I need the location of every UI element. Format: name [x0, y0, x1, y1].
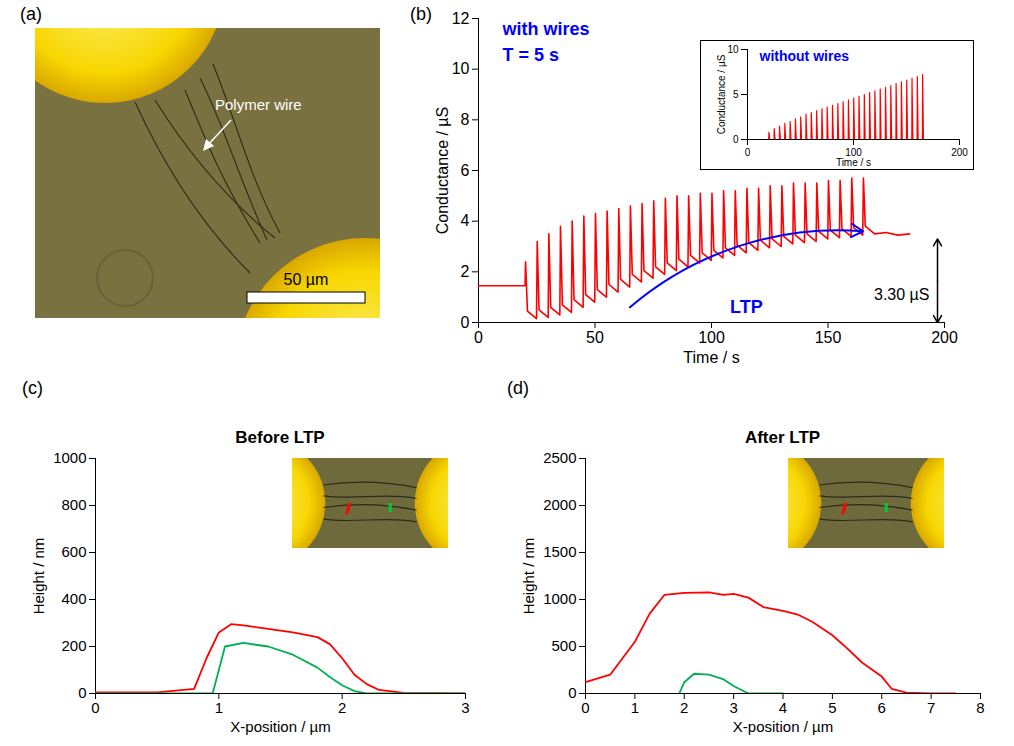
svg-text:0: 0	[461, 314, 470, 331]
svg-text:600: 600	[61, 543, 86, 560]
svg-text:0: 0	[568, 684, 576, 701]
svg-text:1: 1	[631, 699, 639, 716]
svg-text:0: 0	[91, 699, 99, 716]
svg-text:7: 7	[927, 699, 935, 716]
svg-text:100: 100	[845, 146, 862, 158]
svg-text:6: 6	[461, 162, 470, 179]
svg-text:12: 12	[452, 10, 470, 27]
svg-text:Conductance / µS: Conductance / µS	[716, 54, 727, 134]
svg-text:Height / nm: Height / nm	[520, 538, 537, 615]
svg-text:0: 0	[745, 147, 751, 158]
svg-text:2: 2	[338, 699, 346, 716]
svg-text:4: 4	[779, 699, 787, 716]
svg-text:Height / nm: Height / nm	[30, 538, 47, 615]
svg-text:2: 2	[461, 263, 470, 280]
svg-text:0: 0	[733, 134, 739, 145]
svg-text:4: 4	[461, 212, 470, 229]
svg-text:0: 0	[78, 684, 86, 701]
svg-text:with wires: with wires	[502, 19, 590, 39]
svg-text:1000: 1000	[53, 449, 86, 466]
svg-text:200: 200	[61, 637, 86, 654]
svg-text:8: 8	[976, 699, 984, 716]
svg-text:400: 400	[61, 590, 86, 607]
svg-text:3: 3	[729, 699, 737, 716]
svg-text:50 µm: 50 µm	[284, 271, 329, 288]
html-text:(d): (d)	[507, 378, 529, 398]
svg-text:Time / s: Time / s	[683, 349, 739, 366]
svg-text:10: 10	[452, 60, 470, 77]
html-text:Before LTP: Before LTP	[235, 428, 325, 447]
svg-text:Conductance / µS: Conductance / µS	[434, 107, 451, 235]
svg-text:100: 100	[698, 329, 725, 346]
svg-text:0: 0	[581, 699, 589, 716]
svg-text:2000: 2000	[543, 496, 576, 513]
svg-text:1000: 1000	[543, 590, 576, 607]
svg-text:3.30 µS: 3.30 µS	[874, 286, 929, 303]
svg-text:200: 200	[951, 147, 968, 158]
html-text:After LTP: After LTP	[744, 428, 821, 447]
svg-text:800: 800	[61, 496, 86, 513]
html-text:(b): (b)	[410, 4, 432, 24]
svg-text:1500: 1500	[543, 543, 576, 560]
svg-text:0: 0	[474, 329, 483, 346]
svg-text:500: 500	[551, 637, 576, 654]
svg-text:Time / s: Time / s	[836, 157, 871, 168]
svg-text:without wires: without wires	[759, 48, 850, 64]
svg-text:2500: 2500	[543, 449, 576, 466]
svg-text:3: 3	[461, 699, 469, 716]
svg-text:LTP: LTP	[730, 297, 763, 317]
svg-text:6: 6	[878, 699, 886, 716]
svg-text:150: 150	[815, 329, 842, 346]
svg-text:Polymer wire: Polymer wire	[215, 96, 302, 113]
svg-text:50: 50	[586, 329, 604, 346]
svg-text:200: 200	[931, 329, 958, 346]
svg-text:X-position / µm: X-position / µm	[230, 718, 330, 735]
svg-text:2: 2	[680, 699, 688, 716]
svg-text:5: 5	[733, 89, 739, 100]
svg-text:X-position / µm: X-position / µm	[733, 718, 833, 735]
html-text:(a): (a)	[20, 4, 42, 24]
svg-text:5: 5	[828, 699, 836, 716]
svg-text:T = 5 s: T = 5 s	[503, 45, 560, 65]
html-text:(c): (c)	[22, 378, 43, 398]
svg-text:8: 8	[461, 111, 470, 128]
svg-text:1: 1	[215, 699, 223, 716]
svg-text:10: 10	[727, 44, 739, 55]
